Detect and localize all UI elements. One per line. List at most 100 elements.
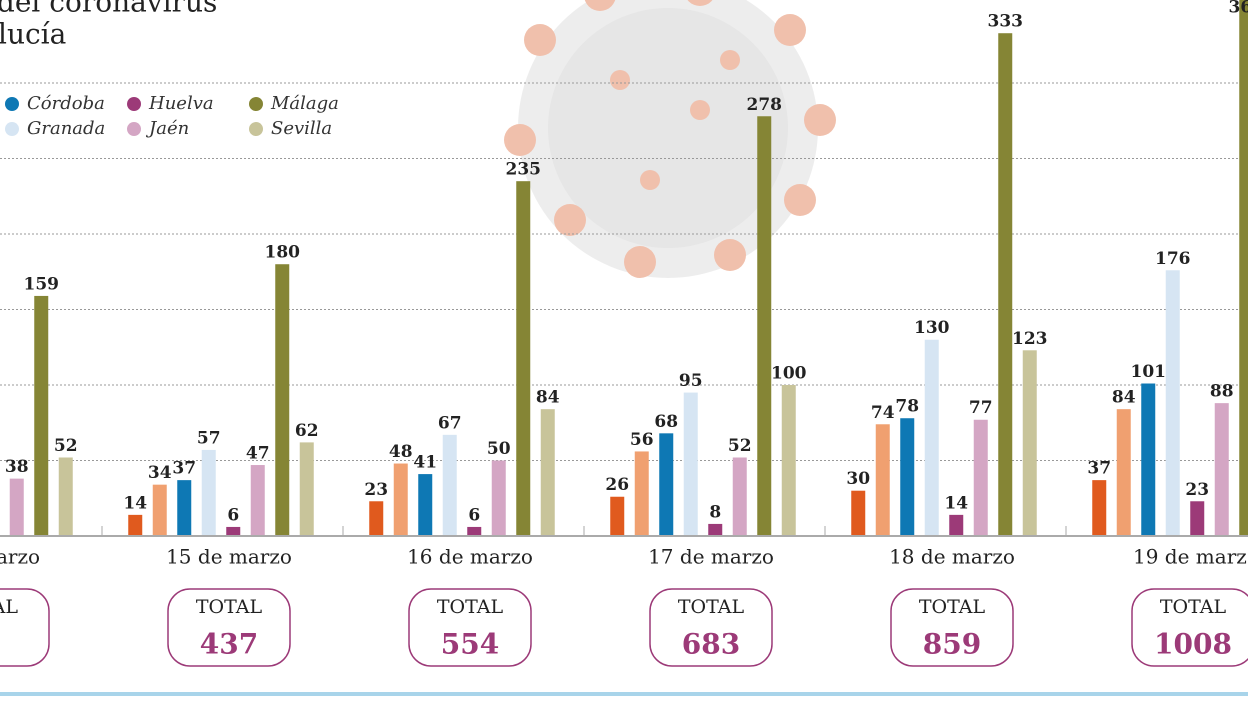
virus-illustration <box>504 0 836 278</box>
bar <box>1023 350 1037 536</box>
value-label: 8 <box>709 502 721 522</box>
value-label: 84 <box>536 388 560 408</box>
value-label: 37 <box>172 459 196 479</box>
bar <box>782 385 796 536</box>
total-label: TOTAL <box>437 596 504 618</box>
value-label: 77 <box>969 398 993 418</box>
total-value: 554 <box>441 628 499 661</box>
total-value: 1008 <box>1154 628 1232 661</box>
value-label: 176 <box>1155 249 1191 269</box>
value-label: 30 <box>846 469 870 489</box>
bar <box>10 479 24 536</box>
bar <box>1117 409 1131 536</box>
legend-swatch <box>5 97 19 111</box>
value-label: 95 <box>679 371 703 391</box>
value-label: 34 <box>148 463 172 483</box>
bar <box>153 485 167 536</box>
bar <box>226 527 240 536</box>
value-label: 41 <box>413 453 437 473</box>
total-label: TOTAL <box>678 596 745 618</box>
legend-label: Jaén <box>145 118 189 139</box>
bar <box>1141 384 1155 536</box>
bar <box>467 527 481 536</box>
legend-swatch <box>127 97 141 111</box>
value-label: 100 <box>771 364 807 384</box>
legend-label: Huelva <box>148 93 214 114</box>
bar <box>1239 0 1248 536</box>
total-value: 437 <box>200 628 258 661</box>
bar <box>708 524 722 536</box>
bar <box>394 464 408 536</box>
bar <box>949 515 963 536</box>
value-label: 47 <box>246 444 270 464</box>
bar <box>974 420 988 536</box>
value-label: 6 <box>227 505 239 525</box>
bar <box>516 181 530 536</box>
bar <box>851 491 865 536</box>
bar <box>610 497 624 536</box>
bar <box>443 435 457 536</box>
bar <box>275 264 289 536</box>
x-tick-label: 19 de marz <box>1133 545 1247 569</box>
value-label: 67 <box>438 413 462 433</box>
value-label: 14 <box>123 493 147 513</box>
bar <box>900 418 914 536</box>
x-tick-label: 17 de marzo <box>648 545 774 569</box>
x-tick-label: arzo <box>0 545 40 569</box>
legend-label: Sevilla <box>271 118 332 139</box>
title: lucía <box>0 18 66 51</box>
value-label: 52 <box>728 436 752 456</box>
x-tick-label: 16 de marzo <box>407 545 533 569</box>
value-label: 130 <box>914 318 950 338</box>
value-label: 74 <box>871 403 895 423</box>
value-label: 101 <box>1131 362 1167 382</box>
value-label: 26 <box>605 475 629 495</box>
value-label: 62 <box>295 421 319 441</box>
value-label: 68 <box>654 412 678 432</box>
value-label: 84 <box>1112 388 1136 408</box>
value-label: 88 <box>1210 382 1234 402</box>
bar <box>492 461 506 536</box>
bar <box>733 457 747 536</box>
bar <box>1166 270 1180 536</box>
legend-label: Córdoba <box>27 93 105 114</box>
total-label: TAL <box>0 596 18 618</box>
bar <box>177 480 191 536</box>
legend-label: Málaga <box>270 93 339 114</box>
value-label: 235 <box>506 160 542 180</box>
value-label: 6 <box>468 505 480 525</box>
value-label: 23 <box>364 480 388 500</box>
value-label: 23 <box>1185 480 1209 500</box>
value-label: 48 <box>389 442 413 462</box>
value-label: 52 <box>54 436 78 456</box>
bar <box>876 424 890 536</box>
bar <box>1190 501 1204 536</box>
legend-swatch <box>249 97 263 111</box>
bar <box>128 515 142 536</box>
legend-swatch <box>249 122 263 136</box>
value-label: 50 <box>487 439 511 459</box>
bar <box>418 474 432 536</box>
bar <box>635 451 649 536</box>
value-label: 180 <box>265 243 301 263</box>
bar <box>300 442 314 536</box>
bar <box>202 450 216 536</box>
bar <box>251 465 265 536</box>
bar <box>369 501 383 536</box>
bar <box>925 340 939 536</box>
bar <box>998 33 1012 536</box>
bar <box>757 116 771 536</box>
value-label: 57 <box>197 428 221 448</box>
total-label: TOTAL <box>1160 596 1227 618</box>
value-label: 362 <box>1229 0 1248 18</box>
bar <box>1215 403 1229 536</box>
value-label: 56 <box>630 430 654 450</box>
value-label: 333 <box>988 12 1024 32</box>
legend-swatch <box>127 122 141 136</box>
value-label: 278 <box>747 95 783 115</box>
legend-label: Granada <box>27 118 105 139</box>
value-label: 37 <box>1087 459 1111 479</box>
bar <box>34 296 48 536</box>
bar <box>684 393 698 536</box>
